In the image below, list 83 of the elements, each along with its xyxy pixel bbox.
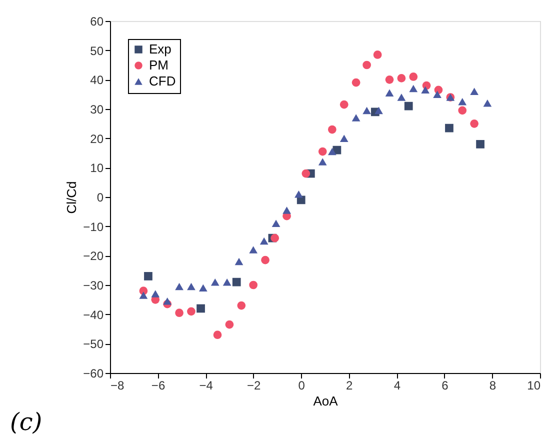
x-tick-label: 0 — [298, 378, 306, 392]
point — [476, 140, 484, 148]
point — [196, 304, 205, 313]
point — [151, 290, 160, 298]
point — [404, 102, 413, 110]
point — [362, 106, 371, 114]
point — [163, 298, 172, 305]
point — [213, 330, 222, 340]
y-tick-label: −40 — [83, 308, 104, 322]
point — [483, 100, 492, 107]
point — [409, 72, 418, 81]
y-tick-label: 60 — [90, 14, 104, 28]
point — [210, 278, 220, 286]
point — [352, 78, 360, 87]
point — [225, 320, 234, 329]
point — [175, 308, 184, 318]
x-tick-label: 4 — [394, 378, 401, 392]
y-tick-label: 50 — [90, 44, 104, 58]
x-tick-label: 8 — [489, 378, 496, 392]
point — [340, 100, 348, 109]
point — [362, 60, 371, 70]
point — [175, 282, 184, 290]
point — [249, 280, 258, 290]
legend-label: CFD — [149, 74, 176, 88]
point — [260, 237, 268, 245]
x-tick-label: −8 — [110, 378, 125, 392]
point — [234, 258, 244, 266]
x-tick-label: 6 — [442, 378, 449, 392]
point — [328, 125, 336, 134]
point — [397, 94, 406, 101]
point — [340, 134, 348, 142]
point — [139, 292, 148, 299]
x-tick-label: 10 — [527, 378, 541, 392]
point — [270, 234, 280, 242]
point — [470, 119, 478, 128]
point — [421, 86, 430, 94]
y-tick-label: 0 — [96, 190, 104, 204]
y-tick-label: −20 — [83, 249, 104, 264]
y-tick-label: 10 — [90, 161, 104, 176]
point — [198, 284, 208, 292]
point — [249, 246, 258, 254]
x-tick-label: −6 — [151, 378, 166, 392]
y-tick-label: 30 — [90, 102, 104, 116]
point — [294, 190, 303, 198]
point — [222, 278, 232, 286]
point — [458, 98, 467, 106]
point — [374, 106, 383, 114]
legend-label: Exp — [149, 42, 172, 56]
y-tick-label: −50 — [83, 337, 104, 352]
y-tick-label: −10 — [83, 220, 104, 234]
point — [318, 147, 327, 156]
point — [352, 114, 360, 122]
point — [261, 256, 270, 264]
legend-label: PM — [149, 58, 168, 72]
point — [470, 88, 478, 96]
y-tick-label: 20 — [90, 132, 104, 146]
point — [385, 75, 394, 84]
point — [282, 206, 291, 214]
y-tick-label: −60 — [83, 366, 104, 380]
text: (c) — [10, 408, 42, 436]
y-tick-label: −30 — [83, 278, 104, 292]
point — [272, 220, 280, 228]
point — [397, 74, 406, 82]
point — [373, 50, 382, 59]
point — [144, 272, 152, 280]
point — [187, 282, 196, 290]
point — [458, 106, 467, 115]
point — [445, 124, 454, 132]
x-axis-title: AoA — [313, 394, 338, 408]
point — [328, 148, 336, 156]
point — [433, 90, 442, 98]
point — [187, 307, 196, 316]
y-axis-title: Cl/Cd — [64, 181, 80, 214]
point — [409, 84, 418, 92]
x-tick-label: −4 — [199, 378, 214, 392]
point — [318, 158, 327, 166]
x-tick-label: −2 — [246, 378, 261, 392]
point — [385, 89, 394, 96]
point — [237, 301, 246, 310]
point — [302, 169, 310, 178]
point — [232, 278, 241, 286]
x-tick-label: 2 — [346, 378, 354, 392]
y-tick-label: 40 — [90, 73, 104, 88]
